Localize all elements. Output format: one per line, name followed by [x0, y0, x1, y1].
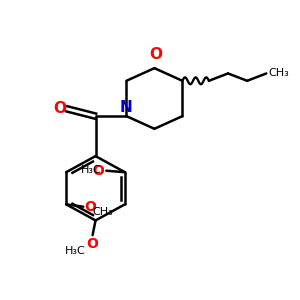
Text: O: O — [93, 164, 104, 178]
Text: CH₃: CH₃ — [269, 68, 290, 78]
Text: CH₃: CH₃ — [92, 207, 113, 217]
Text: O: O — [149, 47, 162, 62]
Text: H₃C: H₃C — [80, 165, 101, 175]
Text: O: O — [87, 237, 98, 251]
Text: H₃C: H₃C — [65, 246, 86, 256]
Text: O: O — [85, 200, 96, 214]
Text: N: N — [120, 100, 133, 115]
Text: O: O — [54, 101, 67, 116]
